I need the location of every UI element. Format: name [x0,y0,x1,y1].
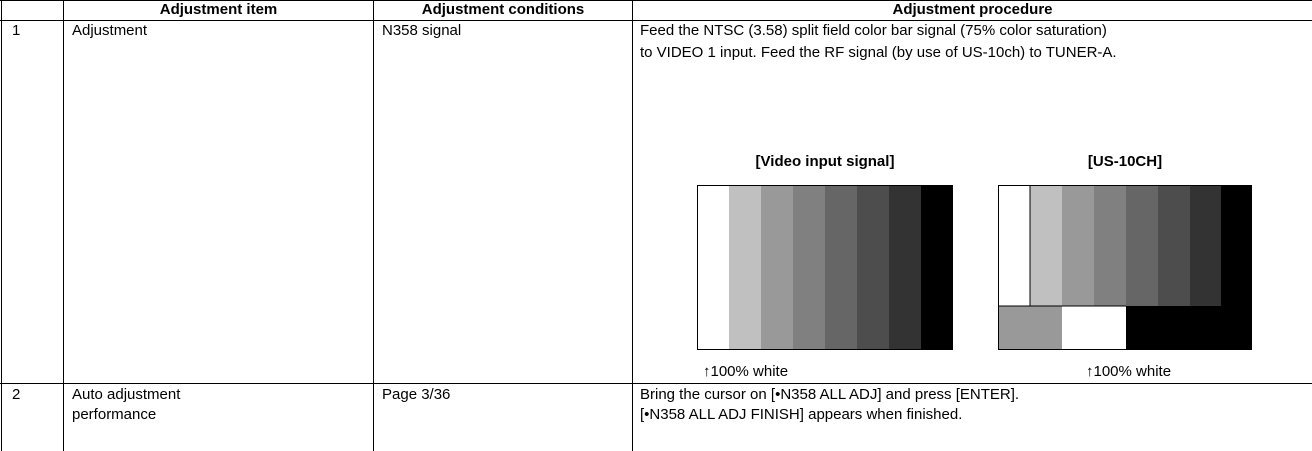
header-cell: Adjustment procedure [892,1,1053,18]
color-bar-figure [697,185,953,350]
figure-title: [US-10CH] [1087,153,1163,170]
row-number: 1 [12,22,21,39]
figure-note: ↑100% white [703,363,789,380]
header-cell: Adjustment conditions [421,1,585,18]
procedure-line: Feed the NTSC (3.58) split field color b… [640,22,1107,39]
rule [0,20,1312,21]
rule [1,0,2,451]
rule [373,0,374,451]
row-number: 2 [12,386,21,403]
procedure-line: Bring the cursor on [•N358 ALL ADJ] and … [640,386,1020,403]
rule [0,0,1312,1]
item: Adjustment [72,22,148,39]
split-bar-figure [998,185,1252,350]
figure-note: ↑100% white [1086,363,1172,380]
header-cell: Adjustment item [159,1,278,18]
item: Auto adjustment [72,386,181,403]
rule [0,383,1312,384]
procedure-line: [•N358 ALL ADJ FINISH] appears when fini… [640,406,963,423]
rule [632,0,633,451]
figure-title: [Video input signal] [755,153,895,170]
item: performance [72,406,157,423]
procedure-line: to VIDEO 1 input. Feed the RF signal (by… [640,44,1117,61]
rule [63,0,64,451]
conditions: Page 3/36 [382,386,451,403]
conditions: N358 signal [382,22,462,39]
